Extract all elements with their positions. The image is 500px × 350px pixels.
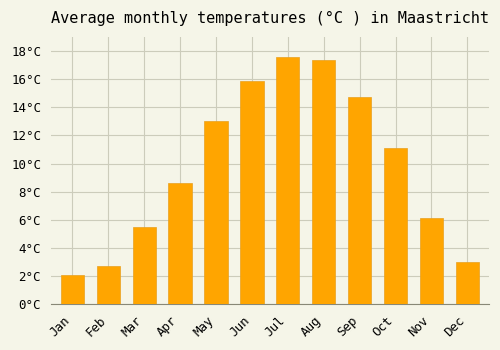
Bar [384,148,407,304]
Bar [348,97,372,304]
Bar [204,121,228,304]
Title: Average monthly temperatures (°C ) in Maastricht: Average monthly temperatures (°C ) in Ma… [51,11,489,26]
Bar [312,60,336,304]
Bar [456,262,479,304]
Bar [132,227,156,304]
Bar [276,57,299,304]
Bar [240,80,264,304]
Bar [60,274,84,304]
Bar [420,218,443,304]
Bar [96,266,120,304]
Bar [168,183,192,304]
